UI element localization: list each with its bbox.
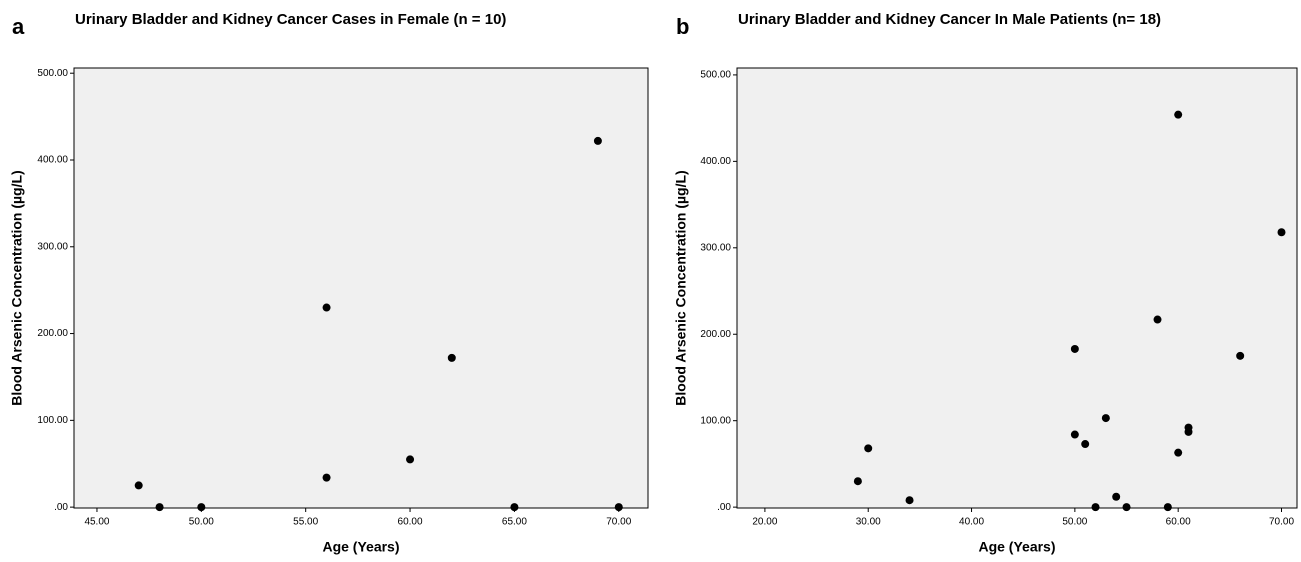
point xyxy=(1163,503,1172,512)
point xyxy=(447,353,456,362)
x-tick-label: 55.00 xyxy=(293,517,318,528)
y-tick-label: 100.00 xyxy=(37,415,68,426)
point xyxy=(1277,228,1286,237)
y-tick-label: 100.00 xyxy=(700,415,731,426)
point xyxy=(510,503,519,512)
x-tick-label: 50.00 xyxy=(189,517,214,528)
x-axis-label: Age (Years) xyxy=(978,539,1055,555)
plot-area xyxy=(736,67,1298,509)
y-tick-label: .00 xyxy=(54,502,68,513)
x-tick-label: 70.00 xyxy=(1269,517,1294,528)
y-tick-label: 300.00 xyxy=(700,242,731,253)
panel-label: b xyxy=(676,14,689,39)
point xyxy=(1101,414,1110,423)
x-tick-label: 45.00 xyxy=(84,517,109,528)
point xyxy=(197,503,206,512)
point xyxy=(1236,351,1245,360)
x-tick-label: 60.00 xyxy=(1166,517,1191,528)
y-tick-label: 500.00 xyxy=(700,70,731,81)
point xyxy=(155,503,164,512)
y-tick-label: 500.00 xyxy=(37,68,68,79)
y-tick-label: 400.00 xyxy=(37,155,68,166)
point xyxy=(1174,110,1183,119)
y-tick-label: 400.00 xyxy=(700,156,731,167)
x-tick-label: 70.00 xyxy=(606,517,631,528)
y-axis-label: Blood Arsenic Concentration (µg/L) xyxy=(673,170,689,405)
y-tick-label: 200.00 xyxy=(37,328,68,339)
x-tick-label: 30.00 xyxy=(856,517,881,528)
point xyxy=(593,136,602,145)
point xyxy=(864,444,873,453)
x-tick-label: 60.00 xyxy=(398,517,423,528)
point xyxy=(853,477,862,486)
chart-title: Urinary Bladder and Kidney Cancer In Mal… xyxy=(738,11,1161,28)
point xyxy=(1070,344,1079,353)
x-tick-label: 40.00 xyxy=(959,517,984,528)
point xyxy=(322,473,331,482)
y-axis-label: Blood Arsenic Concentration (µg/L) xyxy=(9,170,25,405)
point xyxy=(322,303,331,312)
panel-label: a xyxy=(12,14,25,39)
x-tick-label: 20.00 xyxy=(752,517,777,528)
point xyxy=(1174,448,1183,457)
y-tick-label: 200.00 xyxy=(700,329,731,340)
plot-area xyxy=(73,67,649,509)
chart-title: Urinary Bladder and Kidney Cancer Cases … xyxy=(75,11,506,28)
point xyxy=(1112,492,1121,501)
point xyxy=(134,481,143,490)
point xyxy=(1081,440,1090,449)
point xyxy=(905,496,914,505)
point xyxy=(1091,503,1100,512)
point xyxy=(1153,315,1162,324)
point xyxy=(1070,430,1079,439)
point xyxy=(614,503,623,512)
y-tick-label: 300.00 xyxy=(37,241,68,252)
y-tick-label: .00 xyxy=(717,502,731,513)
point xyxy=(406,455,415,464)
x-tick-label: 50.00 xyxy=(1062,517,1087,528)
x-tick-label: 65.00 xyxy=(502,517,527,528)
x-axis-label: Age (Years) xyxy=(322,539,399,555)
point xyxy=(1122,503,1131,512)
point xyxy=(1184,427,1193,436)
